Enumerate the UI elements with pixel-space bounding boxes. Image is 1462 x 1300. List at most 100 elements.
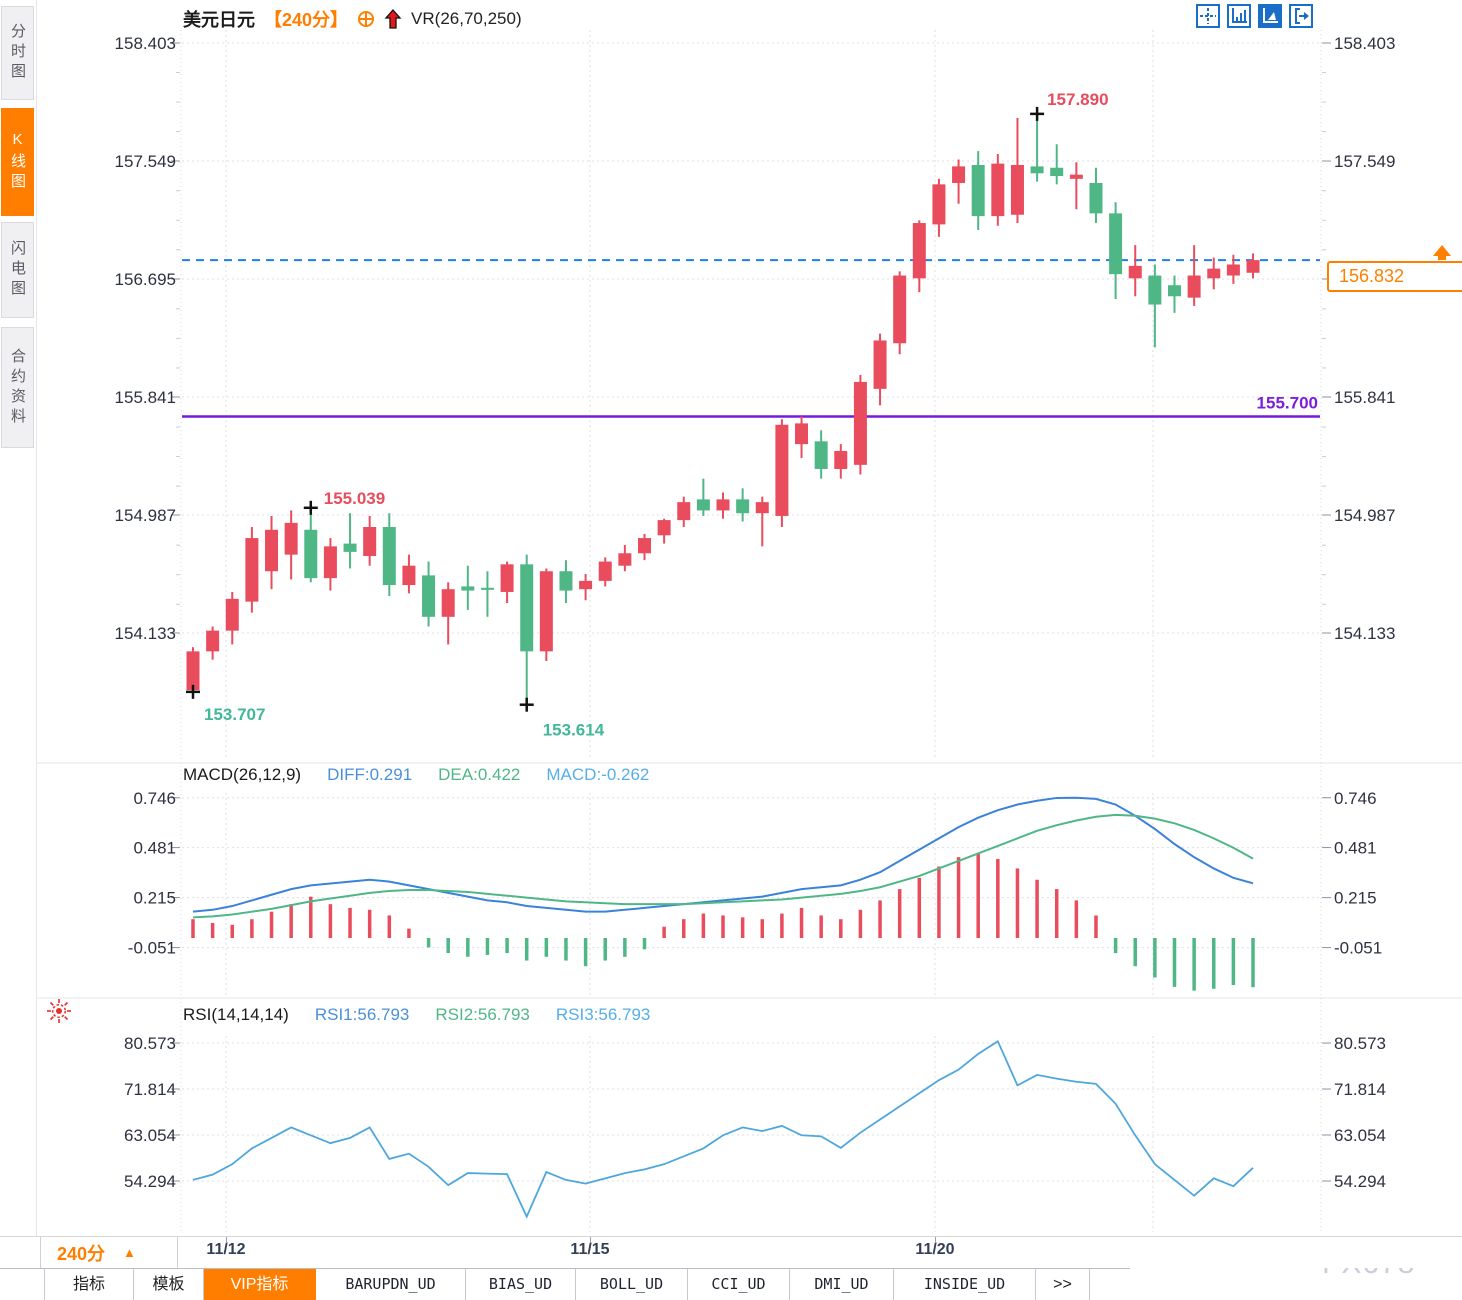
candle-body [775, 424, 789, 516]
svg-text:80.573: 80.573 [124, 1034, 176, 1053]
rsi3-value: RSI3:56.793 [555, 1005, 651, 1024]
time-axis-row: 240分 ▲ 11/12 11/15 11/20 [0, 1236, 1462, 1268]
bottom-tab-inside-ud[interactable]: INSIDE_UD [894, 1269, 1036, 1300]
candle-body [304, 529, 318, 579]
macd-hist-bar [1231, 938, 1236, 985]
candle-body [736, 499, 750, 514]
candle-body [579, 580, 593, 590]
svg-text:158.403: 158.403 [1334, 34, 1395, 53]
macd-hist-bar [544, 938, 549, 957]
date-tick [590, 1237, 591, 1242]
svg-text:155.841: 155.841 [1334, 388, 1395, 407]
period-arrow-icon: ▲ [123, 1245, 136, 1260]
macd-dea-value: DEA:0.422 [438, 765, 521, 784]
candle-body [1109, 213, 1123, 275]
candle-body [1148, 275, 1162, 305]
rsi-title[interactable]: RSI(14,14,14) [183, 1005, 289, 1024]
macd-diff-value: DIFF:0.291 [327, 765, 413, 784]
bottom-tab-指标[interactable]: 指标 [44, 1269, 134, 1300]
svg-text:157.549: 157.549 [115, 152, 176, 171]
sidebar-item-1[interactable]: 分时图 [1, 6, 34, 100]
macd-hist-bar [407, 928, 411, 938]
price-annotation: 153.614 [543, 721, 605, 740]
svg-text:154.987: 154.987 [115, 506, 176, 525]
macd-hist-bar [485, 938, 490, 955]
chart-toolbar [1196, 4, 1313, 28]
macd-hist-bar [1015, 868, 1020, 938]
candle-body [814, 441, 828, 469]
candle-body [1069, 174, 1083, 179]
chart-title-row: 美元日元 【240分】 VR(26,70,250) [183, 6, 522, 32]
macd-hist-bar [426, 938, 431, 948]
svg-text:0.481: 0.481 [133, 839, 176, 858]
macd-title[interactable]: MACD(26,12,9) [183, 765, 302, 784]
candle-body [932, 184, 946, 225]
macd-value: MACD:-0.262 [546, 765, 650, 784]
candle-body [991, 163, 1005, 217]
vr-indicator-label[interactable]: VR(26,70,250) [411, 9, 522, 28]
candle-body [461, 586, 475, 591]
candle-body [559, 571, 573, 591]
candle-body [343, 543, 357, 552]
sidebar-item-4[interactable]: 合约资料 [1, 327, 34, 448]
macd-hist-bar [210, 922, 215, 938]
red-up-arrow-icon [384, 8, 402, 30]
price-annotation: 155.700 [1257, 393, 1318, 412]
candle-body [598, 561, 612, 581]
macd-hist-bar [996, 859, 1000, 938]
bottom-tab-dmi-ud[interactable]: DMI_UD [790, 1269, 894, 1300]
macd-hist-bar [505, 938, 509, 954]
price-annotation: 153.707 [204, 705, 265, 724]
candle-body [1050, 167, 1064, 177]
candle-body [1207, 268, 1221, 279]
sidebar-item-2[interactable]: K线图 [1, 108, 34, 216]
pane-export-icon[interactable] [1289, 4, 1313, 28]
candle-body [206, 630, 220, 652]
macd-hist-bar [1251, 938, 1255, 988]
axis-play-icon[interactable] [1258, 4, 1282, 28]
svg-text:63.054: 63.054 [124, 1126, 176, 1145]
candle-body [1168, 285, 1181, 297]
svg-text:154.987: 154.987 [1334, 506, 1395, 525]
candle-body [834, 451, 848, 469]
sun-indicator-icon[interactable] [46, 998, 72, 1029]
bottom-tab-bias-ud[interactable]: BIAS_UD [466, 1269, 576, 1300]
bottom-tab-boll-ud[interactable]: BOLL_UD [576, 1269, 688, 1300]
macd-hist-bar [897, 889, 902, 938]
svg-text:157.549: 157.549 [1334, 152, 1395, 171]
macd-hist-bar [466, 938, 470, 957]
sidebar-item-3[interactable]: 闪电图 [1, 222, 34, 318]
circle-crosshair-icon[interactable] [357, 10, 375, 28]
date-label: 11/20 [915, 1241, 955, 1258]
macd-hist-bar [1133, 938, 1137, 967]
macd-hist-bar [819, 915, 823, 938]
candle-body [1226, 264, 1240, 276]
macd-hist-bar [721, 915, 725, 938]
candle-body [1030, 166, 1044, 174]
timeframe-label: 【240分】 [264, 10, 349, 30]
bottom-tab-barupdn-ud[interactable]: BARUPDN_UD [316, 1269, 466, 1300]
macd-hist-bar [348, 907, 352, 938]
macd-hist-bar [387, 915, 392, 938]
svg-text:154.133: 154.133 [1334, 624, 1395, 643]
axis-scale-icon[interactable] [1227, 4, 1251, 28]
macd-hist-bar [289, 904, 293, 938]
macd-hist-bar [1192, 938, 1196, 991]
crosshair-move-icon[interactable] [1196, 4, 1220, 28]
bottom-tab-vip指标[interactable]: VIP指标 [204, 1269, 316, 1300]
svg-text:0.481: 0.481 [1334, 839, 1377, 858]
bottom-tab-模板[interactable]: 模板 [134, 1269, 204, 1300]
bottom-tab--[interactable]: >> [1036, 1269, 1090, 1300]
svg-text:54.294: 54.294 [1334, 1172, 1386, 1191]
candle-body [520, 564, 534, 652]
candle-body [618, 553, 632, 566]
macd-hist-bar [780, 913, 784, 938]
bottom-tab-cci-ud[interactable]: CCI_UD [688, 1269, 790, 1300]
candle-body [225, 598, 239, 631]
period-selector[interactable]: 240分 ▲ [40, 1237, 178, 1268]
macd-hist-bar [1094, 915, 1098, 938]
candle-body [912, 223, 926, 279]
macd-hist-bar [1074, 900, 1079, 938]
rsi1-value: RSI1:56.793 [314, 1005, 410, 1024]
